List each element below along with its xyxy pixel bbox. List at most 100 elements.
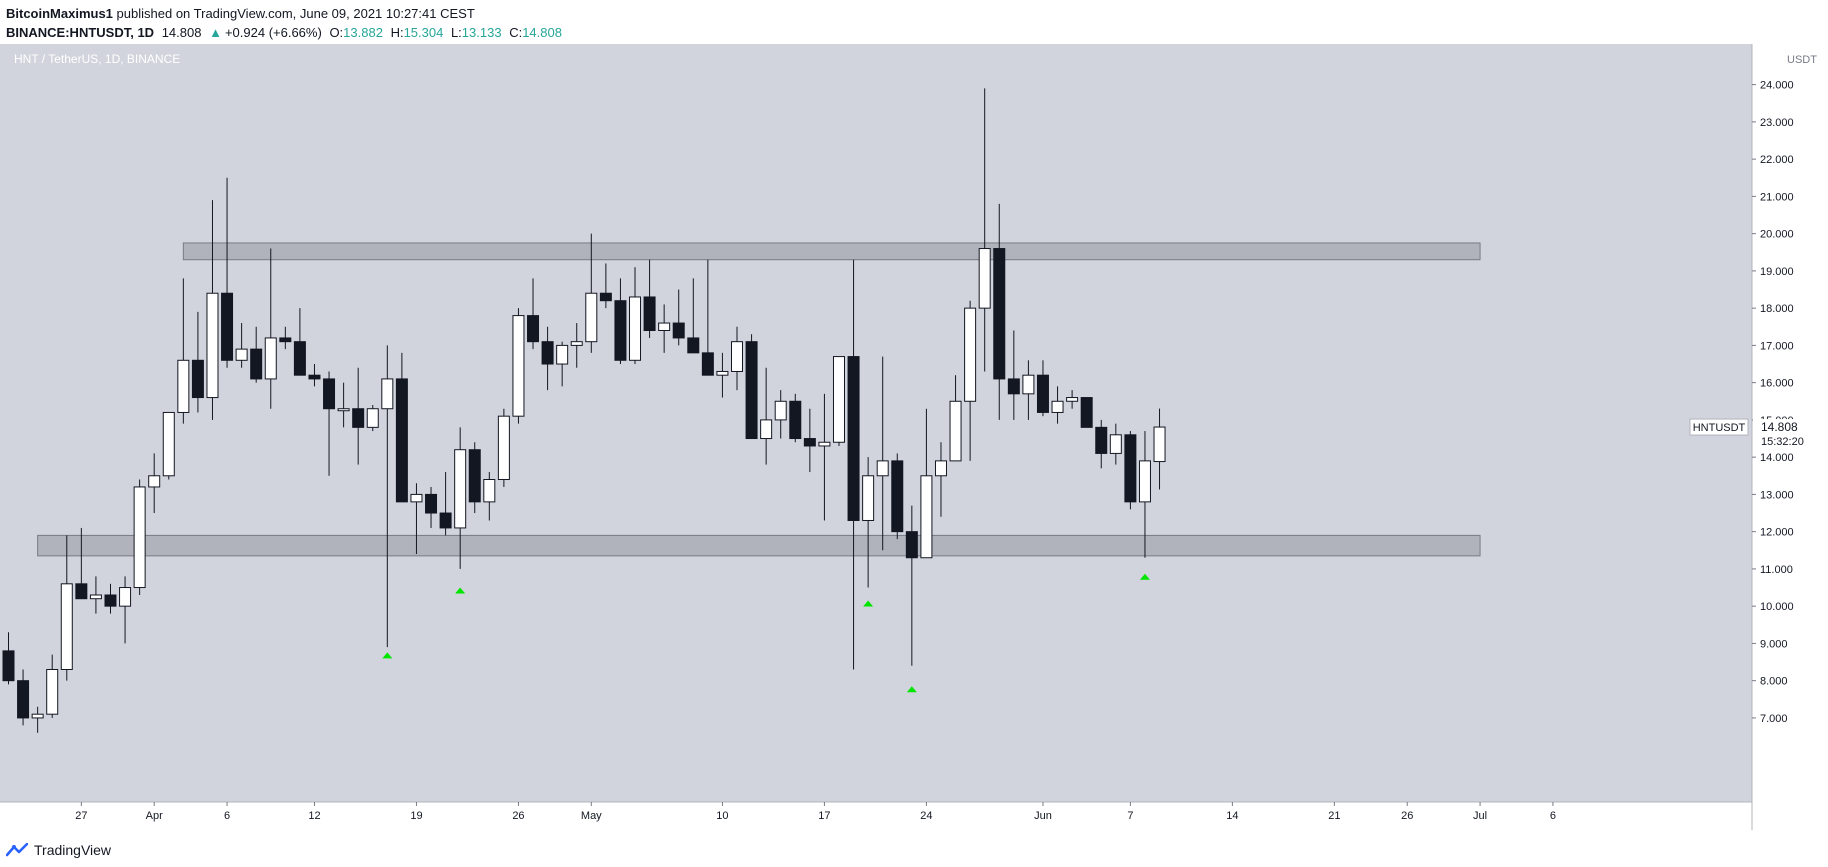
candle[interactable]	[672, 289, 685, 346]
candle[interactable]	[497, 408, 510, 487]
candlestick-chart[interactable]: 7.000 8.000 9.000 10.000 11.000 12.000 13.000 1…	[0, 44, 1828, 830]
candle[interactable]	[818, 393, 831, 521]
candle[interactable]	[731, 326, 743, 391]
candle[interactable]	[1036, 360, 1049, 417]
candle[interactable]	[527, 278, 540, 350]
candle[interactable]	[133, 479, 146, 595]
plot-area[interactable]	[0, 44, 1752, 802]
candle[interactable]	[541, 326, 554, 391]
brand-name[interactable]: TradingView	[34, 842, 112, 858]
candle[interactable]	[235, 323, 248, 368]
candle[interactable]	[177, 278, 190, 424]
candle[interactable]	[964, 300, 977, 461]
candle[interactable]	[949, 375, 962, 462]
candle[interactable]	[993, 203, 1006, 420]
candle[interactable]	[31, 706, 44, 733]
candle[interactable]	[148, 453, 161, 514]
candle[interactable]	[920, 408, 933, 559]
time-axis[interactable]	[0, 802, 1828, 830]
candle[interactable]	[410, 483, 423, 555]
candle[interactable]	[1109, 423, 1122, 465]
buy-signal-marker[interactable]	[1139, 573, 1150, 580]
candle[interactable]	[162, 411, 175, 480]
candle[interactable]	[774, 390, 787, 439]
candle[interactable]	[2, 632, 15, 685]
candle[interactable]	[221, 177, 234, 368]
candle[interactable]	[250, 326, 263, 383]
candle[interactable]	[89, 576, 102, 614]
candle[interactable]	[599, 263, 612, 309]
author-name[interactable]: BitcoinMaximus1	[6, 6, 113, 21]
candle[interactable]	[425, 486, 438, 528]
candle[interactable]	[439, 472, 452, 536]
candle[interactable]	[366, 405, 379, 432]
candle[interactable]	[658, 304, 671, 353]
candle[interactable]	[876, 356, 889, 551]
candle[interactable]	[891, 453, 904, 540]
candle[interactable]	[323, 371, 336, 476]
candle[interactable]	[1124, 431, 1137, 510]
candle[interactable]	[1007, 330, 1020, 420]
candle[interactable]	[293, 308, 306, 376]
candle[interactable]	[454, 427, 467, 569]
candle[interactable]	[1051, 386, 1064, 424]
candles-layer	[2, 88, 1166, 733]
candle[interactable]	[308, 364, 321, 387]
resistance-zone[interactable]	[182, 242, 1481, 261]
candle[interactable]	[862, 457, 875, 588]
candle[interactable]	[60, 535, 73, 681]
candle-body-up	[1138, 460, 1151, 503]
candle[interactable]	[264, 248, 277, 409]
candle[interactable]	[789, 393, 802, 443]
candle[interactable]	[570, 323, 583, 368]
candle[interactable]	[978, 88, 991, 372]
candle[interactable]	[17, 669, 30, 726]
candle[interactable]	[687, 278, 700, 354]
candle[interactable]	[1080, 397, 1093, 428]
candle[interactable]	[1095, 419, 1108, 469]
buy-signal-marker[interactable]	[382, 652, 393, 659]
candle[interactable]	[104, 583, 117, 614]
candle[interactable]	[119, 576, 132, 644]
low-label: L:	[450, 25, 462, 40]
candle[interactable]	[75, 527, 88, 600]
candle[interactable]	[934, 442, 947, 517]
candle[interactable]	[279, 326, 292, 350]
candle-body-down	[847, 356, 860, 521]
candle-body-down	[221, 292, 234, 361]
candle[interactable]	[643, 259, 656, 338]
candle[interactable]	[614, 278, 627, 365]
candle[interactable]	[512, 308, 525, 424]
candle[interactable]	[46, 654, 59, 718]
candle[interactable]	[1153, 408, 1166, 490]
price-badge-box	[1753, 419, 1810, 452]
candle[interactable]	[745, 334, 758, 440]
candle[interactable]	[803, 408, 816, 473]
candle[interactable]	[191, 311, 204, 413]
candle[interactable]	[629, 267, 642, 365]
buy-signal-marker[interactable]	[906, 686, 917, 693]
candle[interactable]	[832, 356, 845, 446]
candle[interactable]	[585, 233, 598, 353]
candle[interactable]	[337, 382, 350, 428]
candle[interactable]	[760, 367, 773, 465]
candle-body-up	[978, 248, 991, 309]
candle[interactable]	[468, 442, 481, 514]
support-zone[interactable]	[37, 534, 1481, 557]
buy-signal-marker[interactable]	[863, 600, 874, 607]
candle[interactable]	[716, 352, 729, 398]
candle[interactable]	[1022, 360, 1035, 420]
candle[interactable]	[352, 367, 365, 465]
candle[interactable]	[206, 200, 219, 420]
candle[interactable]	[1066, 390, 1079, 409]
candle[interactable]	[1138, 431, 1151, 558]
candle[interactable]	[381, 345, 394, 648]
candle[interactable]	[905, 505, 918, 666]
candle[interactable]	[556, 341, 569, 387]
candle[interactable]	[483, 472, 496, 521]
candle[interactable]	[701, 259, 714, 376]
buy-signal-marker[interactable]	[455, 587, 466, 594]
tradingview-logo-icon[interactable]	[6, 843, 28, 857]
candle[interactable]	[395, 352, 408, 503]
candle[interactable]	[847, 259, 860, 670]
